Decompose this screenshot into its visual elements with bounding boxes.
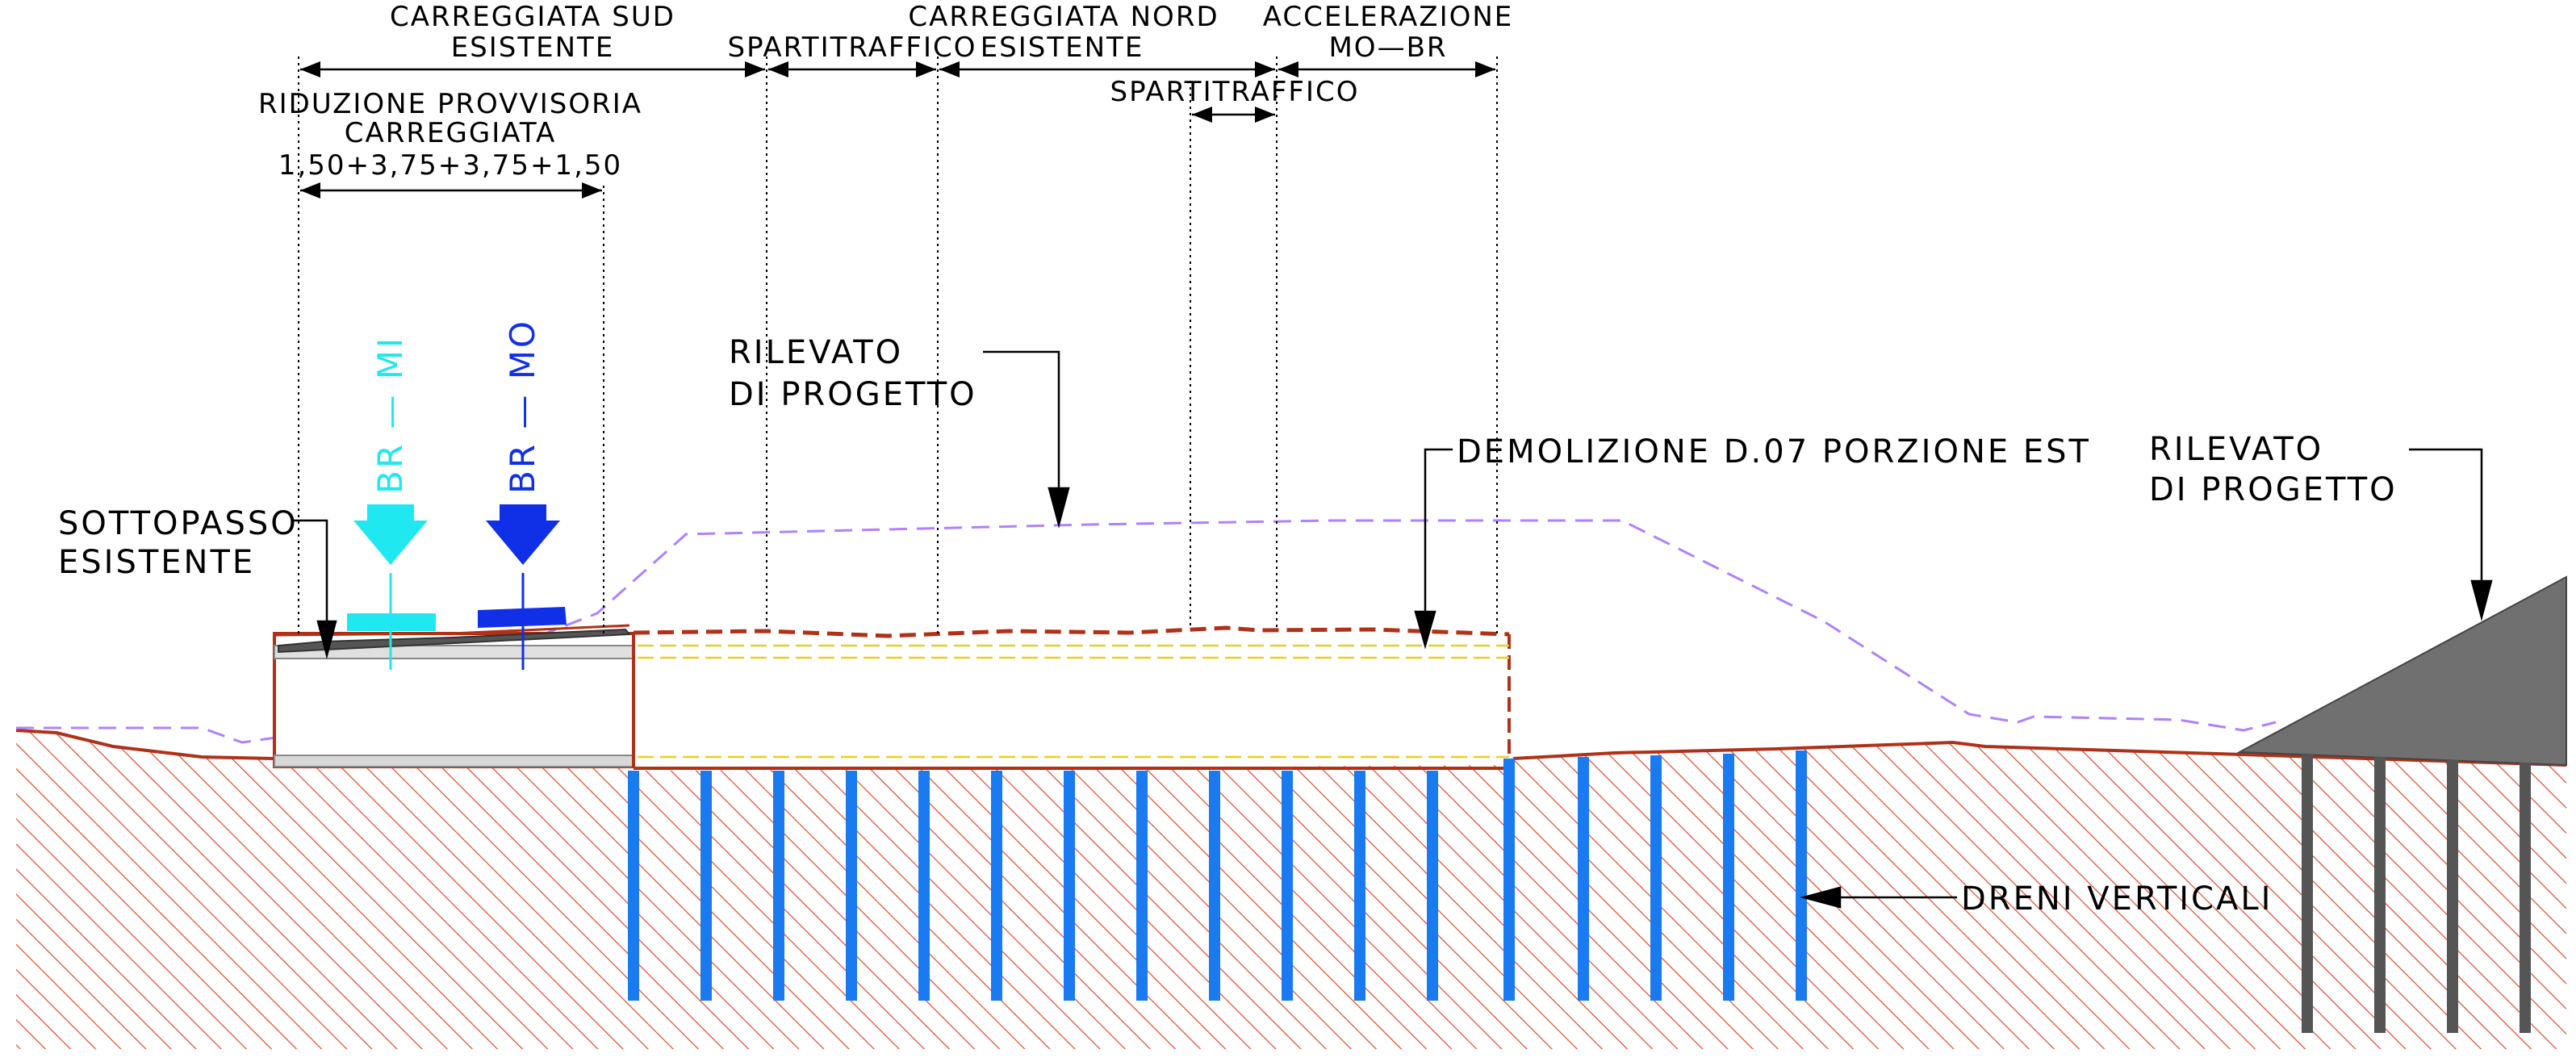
label-spartitraffico-top: SPARTITRAFFICO [727, 31, 976, 64]
label-riduzione-3: 1,50+3,75+3,75+1,50 [278, 149, 622, 182]
label-dreni-verticali: DRENI VERTICALI [1961, 880, 2273, 918]
vertical-drains [628, 751, 1807, 1001]
label-carreggiata-sud-2: ESISTENTE [451, 31, 615, 64]
leader-lines [292, 350, 2493, 909]
ground-line-right [1512, 740, 2567, 767]
annotations: CARREGGIATA SUD ESISTENTE SPARTITRAFFICO… [58, 1, 2398, 918]
label-riduzione-2: CARREGGIATA [345, 117, 556, 149]
direction-br-mi: BR — MI [347, 336, 436, 670]
label-rilevato-left-1: RILEVATO [729, 334, 903, 371]
label-riduzione-1: RIDUZIONE PROVVISORIA [258, 88, 642, 120]
ground-line [15, 729, 275, 760]
label-spartitraffico-lower: SPARTITRAFFICO [1110, 76, 1359, 108]
label-rilevato-left-2: DI PROGETTO [729, 376, 977, 413]
br-mo-label: BR — MO [503, 319, 542, 494]
label-rilevato-right-1: RILEVATO [2149, 431, 2323, 468]
dimension-lines [300, 61, 1495, 199]
right-embankment [2236, 575, 2567, 767]
reference-lines [298, 56, 1498, 633]
label-accelerazione-2: MO—BR [1328, 31, 1447, 64]
label-demolizione: DEMOLIZIONE D.07 PORZIONE EST [1457, 433, 2091, 470]
label-rilevato-right-2: DI PROGETTO [2149, 471, 2398, 508]
label-carreggiata-nord-1: CARREGGIATA NORD [908, 1, 1219, 33]
embankment-piles [2302, 755, 2531, 1033]
label-accelerazione-1: ACCELERAZIONE [1263, 1, 1514, 33]
label-carreggiata-nord-2: ESISTENTE [981, 31, 1144, 64]
direction-br-mo: BR — MO [478, 319, 567, 670]
label-sottopasso-2: ESISTENTE [58, 544, 255, 581]
demolition-zone [632, 625, 1511, 770]
label-sottopasso-1: SOTTOPASSO [58, 505, 299, 542]
br-mi-label: BR — MI [370, 336, 410, 494]
proposed-embankment-profile [16, 519, 2277, 744]
label-carreggiata-sud-1: CARREGGIATA SUD [390, 1, 675, 33]
existing-underpass [273, 624, 635, 768]
